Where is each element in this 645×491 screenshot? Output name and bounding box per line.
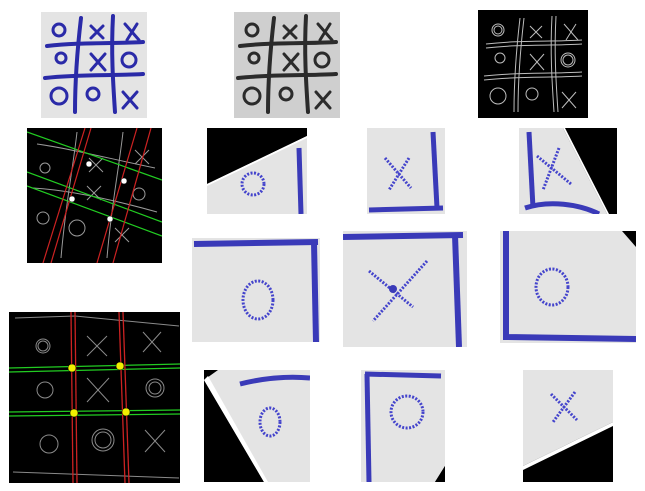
grayscale-board-photo [234, 12, 340, 118]
cell-bottom-center-drawing [361, 370, 445, 482]
cell-top-left [207, 128, 307, 214]
intersection-point [121, 407, 131, 417]
cell-bottom-right-drawing [523, 370, 613, 482]
intersection-point [120, 177, 128, 185]
cell-bottom-left [204, 370, 310, 482]
grid-lines-detected [9, 312, 180, 483]
grid-lines-drawing [9, 312, 180, 483]
cell-top-center-drawing [368, 131, 444, 213]
intersection-point [106, 215, 114, 223]
cell-middle-center [343, 231, 467, 347]
cell-middle-center-drawing [343, 232, 464, 347]
edge-map-drawing [483, 15, 583, 113]
cell-middle-left-drawing [193, 239, 319, 342]
intersection-point [68, 195, 76, 203]
original-board-photo [41, 12, 147, 118]
cell-top-right-drawing [519, 128, 617, 214]
intersection-point [67, 363, 77, 373]
cell-bottom-left-drawing [204, 370, 310, 482]
original-board-drawing [43, 14, 145, 114]
cell-middle-right-drawing [500, 231, 636, 343]
intersection-point [85, 160, 93, 168]
intersection-point [69, 408, 79, 418]
cell-middle-right [500, 231, 636, 343]
cell-top-right [519, 128, 617, 214]
cell-top-left-drawing [207, 128, 307, 214]
intersection-point [115, 361, 125, 371]
hough-lines-drawing [27, 128, 162, 263]
grayscale-board-drawing [236, 14, 338, 114]
cell-bottom-center [361, 370, 445, 482]
edge-map [478, 10, 588, 118]
cell-top-center [367, 128, 445, 214]
hough-lines-tilted [27, 128, 162, 263]
cell-bottom-right [523, 370, 613, 482]
cell-middle-left [192, 238, 320, 342]
